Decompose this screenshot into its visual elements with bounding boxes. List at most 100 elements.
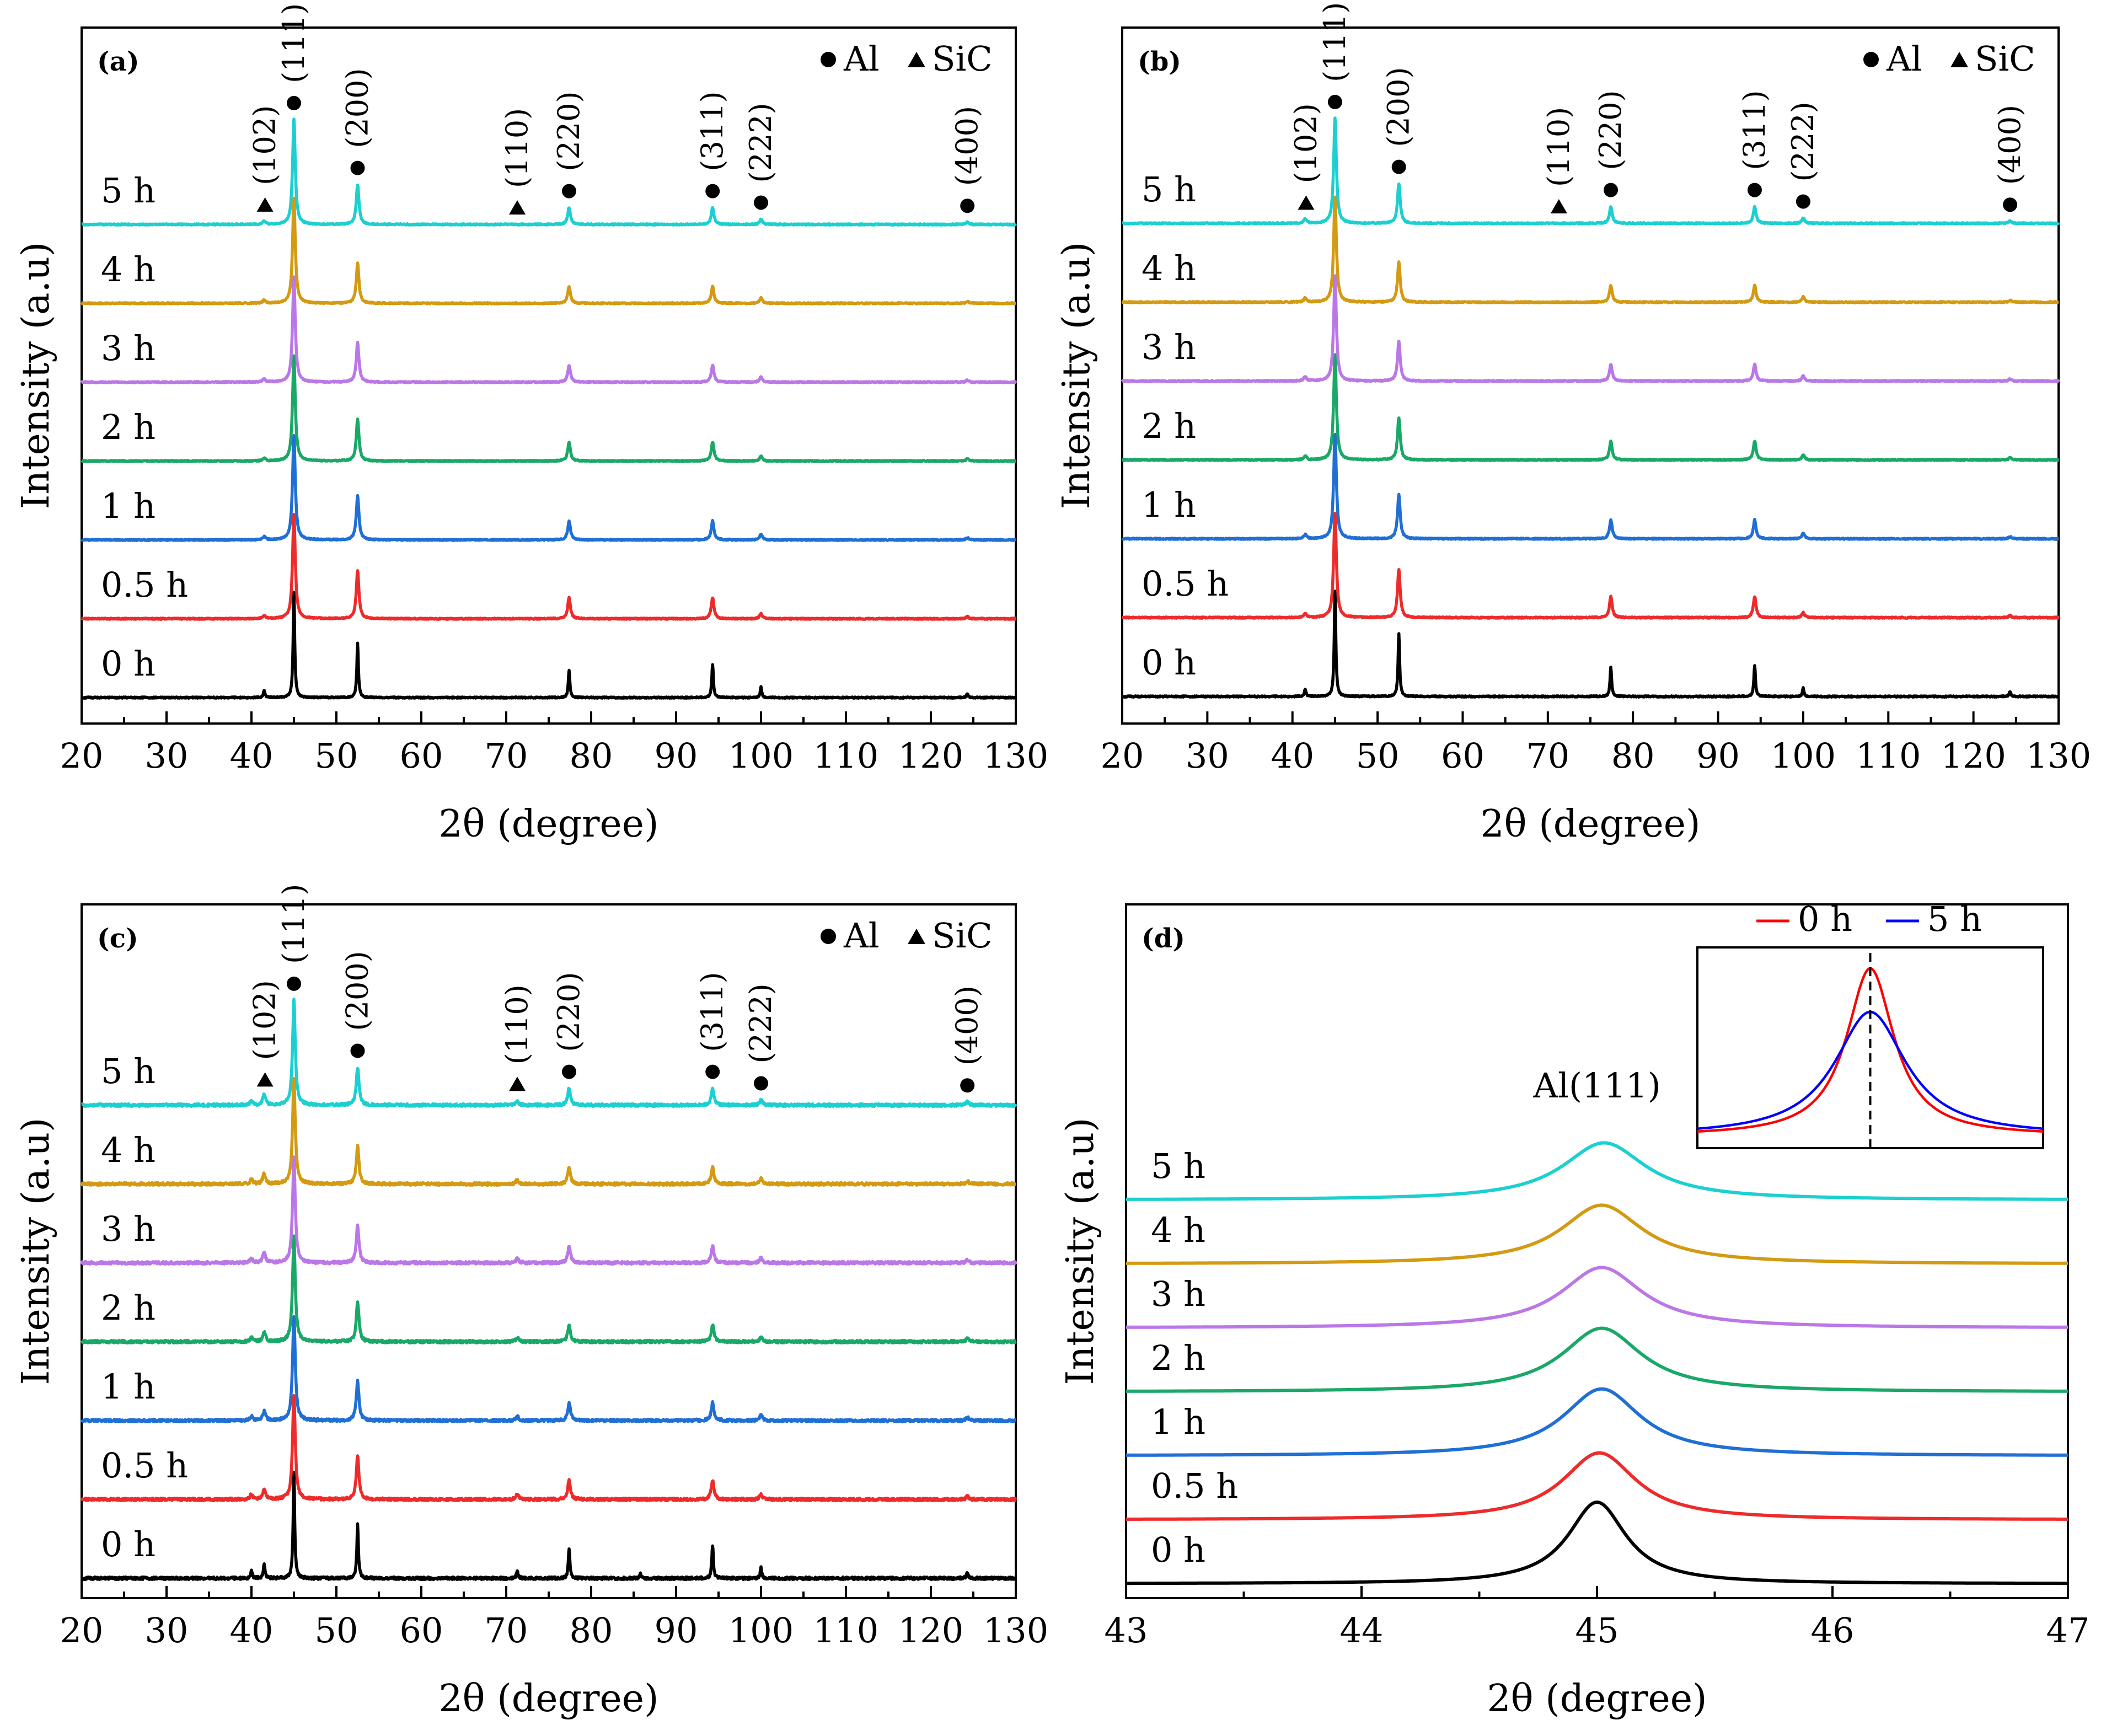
- sic-marker: [509, 1076, 526, 1091]
- sic-marker: [1550, 199, 1567, 213]
- x-tick-label: 110: [1856, 736, 1921, 776]
- x-tick-label: 110: [813, 1610, 878, 1651]
- x-tick-label: 50: [1356, 736, 1400, 776]
- x-tick-label: 120: [898, 1610, 963, 1651]
- x-tick-label: 130: [983, 1610, 1048, 1651]
- x-tick-label: 130: [2026, 736, 2091, 776]
- al-marker: [561, 184, 576, 199]
- trace-0-5-h: [1121, 512, 2060, 620]
- x-tick-label: 40: [230, 1610, 274, 1651]
- x-tick-label: 40: [230, 736, 274, 776]
- trace-0-5-h: [80, 1394, 1017, 1503]
- legend-sic-symbol: [1950, 52, 1968, 67]
- plot-frame: [1125, 903, 2069, 1599]
- series-label-3-h: 3 h: [1151, 1274, 1205, 1314]
- al-marker: [1747, 183, 1762, 197]
- x-tick-label: 30: [145, 1610, 189, 1651]
- inset-trace-0-h: [1697, 967, 2044, 1133]
- x-tick-label: 60: [400, 736, 443, 776]
- series-label-0-5-h: 0.5 h: [1142, 564, 1229, 604]
- trace-5-h: [1121, 116, 2060, 226]
- series-label-0-h: 0 h: [101, 644, 156, 684]
- x-tick-label: 80: [1611, 736, 1655, 776]
- series-label-0-h: 0 h: [1142, 642, 1196, 683]
- al-marker: [705, 1064, 720, 1079]
- hkl-label-400: (400): [1992, 105, 2027, 185]
- trace-3-h: [1126, 1266, 2069, 1329]
- sic-marker: [1298, 195, 1315, 210]
- x-tick-label: 90: [1696, 736, 1740, 776]
- legend-al-symbol: [1863, 52, 1879, 67]
- al-marker: [1604, 183, 1619, 197]
- legend-al-symbol: [821, 929, 836, 944]
- peak-label: Al(111): [1532, 1065, 1660, 1106]
- trace-4-h: [81, 1076, 1017, 1187]
- trace-0-5-h: [1126, 1451, 2069, 1521]
- hkl-label-110: (110): [500, 984, 534, 1064]
- hkl-label-311: (311): [695, 972, 730, 1052]
- al-marker: [350, 1043, 365, 1058]
- trace-3-h: [1121, 274, 2060, 383]
- hkl-label-102: (102): [248, 105, 282, 185]
- series-label-3-h: 3 h: [101, 328, 156, 368]
- trace-2-h: [1126, 1326, 2069, 1393]
- al-marker: [1327, 94, 1342, 109]
- hkl-label-311: (311): [695, 91, 730, 171]
- series-label-1-h: 1 h: [1142, 485, 1196, 525]
- x-tick-label: 30: [145, 736, 189, 776]
- series-label-5-h: 5 h: [1142, 169, 1196, 210]
- trace-0-5-h: [81, 513, 1017, 621]
- x-tick-label: 30: [1186, 736, 1229, 776]
- series-label-2-h: 2 h: [1142, 406, 1196, 446]
- hkl-label-222: (222): [743, 103, 778, 183]
- trace-3-h: [80, 275, 1017, 384]
- sic-marker: [256, 197, 274, 212]
- hkl-label-311: (311): [1737, 90, 1772, 170]
- x-tick-label: 50: [315, 1610, 358, 1651]
- series-label-2-h: 2 h: [101, 1288, 156, 1328]
- hkl-label-222: (222): [743, 983, 778, 1063]
- x-tick-label: 130: [983, 736, 1048, 776]
- y-axis-title: Intensity (a.u): [14, 242, 58, 509]
- legend-label-al: Al: [843, 915, 880, 956]
- panel-b: 20 30 40 50 60 70 80 90 100 110 120 130 2θ (degree) I…: [1055, 2, 2091, 846]
- al-marker: [754, 1076, 768, 1091]
- x-tick-label: 44: [1340, 1610, 1384, 1651]
- x-tick-label: 110: [813, 736, 878, 776]
- trace-1-h: [81, 434, 1017, 542]
- trace-5-h: [81, 117, 1017, 227]
- series-label-4-h: 4 h: [1151, 1210, 1205, 1250]
- hkl-label-400: (400): [950, 106, 984, 186]
- x-tick-label: 45: [1576, 1610, 1619, 1651]
- sic-marker: [509, 200, 526, 215]
- x-tick-label: 120: [1941, 736, 2006, 776]
- series-label-1-h: 1 h: [101, 486, 156, 526]
- sic-marker: [256, 1072, 274, 1087]
- legend-label-sic: SiC: [1975, 39, 2035, 79]
- trace-2-h: [81, 354, 1017, 463]
- trace-3-h: [80, 1155, 1017, 1266]
- panel-tag: (c): [97, 923, 138, 954]
- series-label-2-h: 2 h: [101, 407, 156, 447]
- hkl-label-400: (400): [950, 985, 984, 1065]
- x-tick-label: 47: [2046, 1610, 2090, 1651]
- al-marker: [960, 1078, 975, 1093]
- al-marker: [350, 160, 365, 175]
- x-tick-label: 20: [1101, 736, 1144, 776]
- trace-1-h: [1121, 433, 2060, 541]
- panel-a: 20 30 40 50 60 70 80 90 100 110 120 130 2θ (degree) I…: [14, 3, 1048, 846]
- series-label-3-h: 3 h: [1142, 327, 1196, 367]
- series-label-4-h: 4 h: [101, 1130, 156, 1170]
- series-label-5-h: 5 h: [101, 170, 156, 211]
- x-axis-title: 2θ (degree): [438, 1677, 658, 1721]
- hkl-label-220: (220): [551, 91, 586, 171]
- series-label-2-h: 2 h: [1151, 1338, 1205, 1378]
- panel-tag: (b): [1138, 46, 1181, 77]
- hkl-label-102: (102): [248, 980, 282, 1060]
- hkl-label-200: (200): [340, 951, 375, 1031]
- series-label-4-h: 4 h: [101, 249, 156, 290]
- trace-0-h: [81, 1471, 1017, 1582]
- al-marker: [287, 976, 301, 991]
- series-label-4-h: 4 h: [1142, 248, 1196, 288]
- hkl-label-110: (110): [500, 108, 534, 188]
